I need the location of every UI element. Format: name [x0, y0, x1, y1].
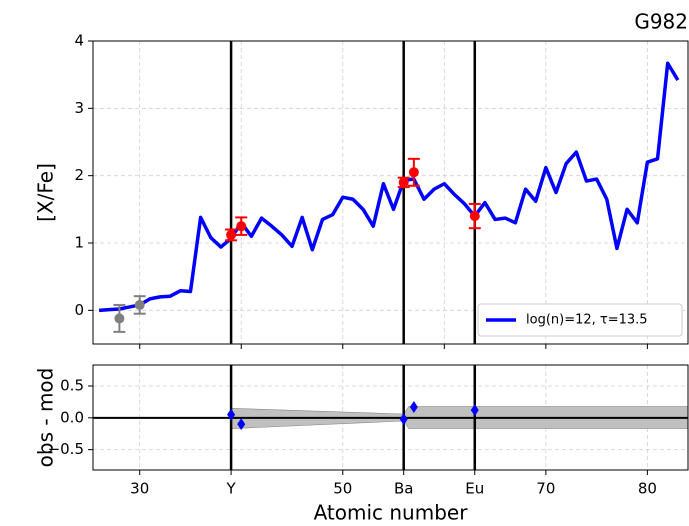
y-axis-label: [X/Fe]	[34, 163, 58, 222]
x-tick-label: 80	[638, 480, 657, 498]
chart-title: G982	[634, 10, 688, 34]
y-tick-label: 0.0	[60, 408, 84, 426]
y-tick-label: 3	[74, 99, 84, 117]
y-axis-label: obs - mod	[34, 368, 58, 468]
residual	[470, 404, 479, 417]
y-tick-label: 1	[74, 234, 84, 252]
y-tick-label: 2	[74, 166, 84, 184]
legend-label: log(n)=12, τ=13.5	[526, 313, 648, 328]
observation	[236, 221, 247, 232]
x-axis-label: Atomic number	[314, 501, 469, 525]
y-tick-label: 0	[74, 301, 84, 319]
x-tick-label: Y	[226, 480, 237, 498]
y-tick-label: 4	[74, 32, 84, 50]
observation	[398, 177, 409, 188]
y-tick-label: −0.5	[48, 440, 84, 458]
x-tick-label: Ba	[394, 480, 413, 498]
observation	[226, 229, 237, 240]
plot-frame	[92, 40, 689, 345]
residual	[227, 408, 236, 421]
model-line	[98, 61, 680, 313]
y-tick-label: 0.5	[60, 377, 84, 395]
residual	[399, 413, 408, 426]
plot-frame	[92, 364, 689, 471]
x-tick-label: Eu	[465, 480, 484, 498]
observation	[134, 299, 145, 310]
observation	[408, 167, 419, 178]
observation	[114, 313, 125, 324]
residual	[409, 401, 418, 413]
residual	[237, 418, 246, 431]
observation	[469, 211, 480, 222]
x-tick-label: 30	[130, 480, 149, 498]
x-tick-label: 50	[333, 480, 352, 498]
x-tick-label: 70	[536, 480, 555, 498]
legend-box	[477, 303, 683, 337]
